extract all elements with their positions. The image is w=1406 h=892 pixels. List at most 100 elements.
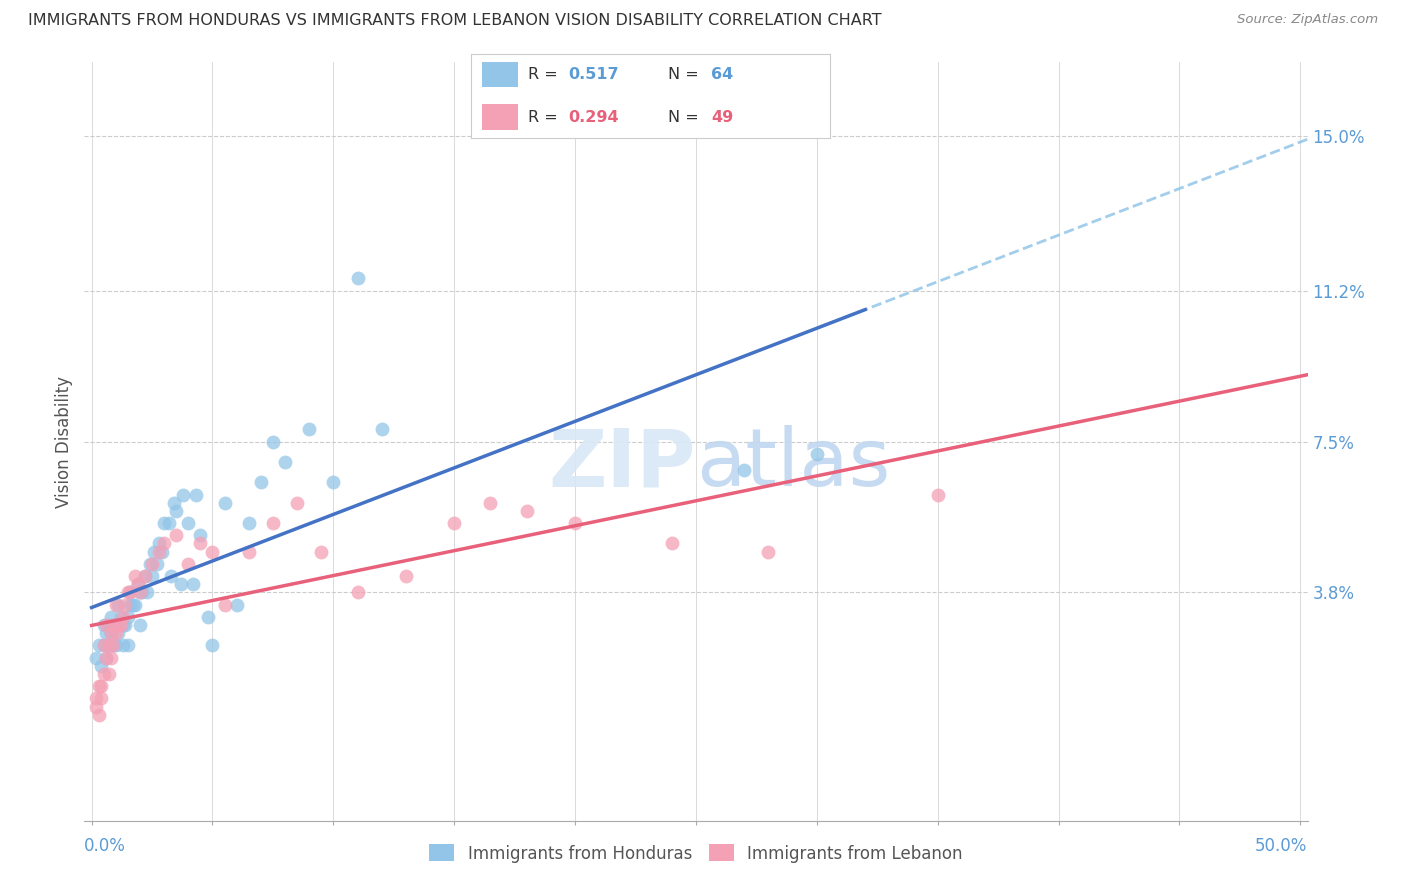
Point (806, 447, 828, 461)
Point (309, 544, 332, 558)
Point (262, 434, 284, 449)
Point (86, 650, 108, 665)
Point (197, 610, 219, 624)
Point (201, 638, 224, 652)
Point (117, 585, 139, 599)
Text: IMMIGRANTS FROM HONDURAS VS IMMIGRANTS FROM LEBANON VISION DISABILITY CORRELATIO: IMMIGRANTS FROM HONDURAS VS IMMIGRANTS F… (28, 13, 882, 29)
Point (148, 536, 170, 550)
Point (370, 422, 392, 436)
Point (120, 585, 142, 599)
Point (927, 487, 949, 501)
Point (274, 455, 297, 469)
Point (136, 585, 159, 599)
Point (153, 516, 176, 530)
Text: ZIP: ZIP (548, 425, 696, 503)
Point (93, 666, 115, 681)
Point (214, 496, 236, 510)
Point (94, 650, 117, 665)
Point (121, 598, 143, 612)
Point (100, 626, 122, 640)
Point (107, 618, 129, 632)
Point (141, 569, 163, 583)
Point (479, 496, 502, 510)
Point (112, 618, 135, 632)
Point (87, 679, 110, 693)
Point (104, 626, 127, 640)
Point (661, 536, 683, 550)
Point (100, 626, 122, 640)
Point (110, 610, 132, 624)
Point (97, 666, 120, 681)
Point (181, 577, 204, 591)
Point (94, 618, 117, 632)
Point (225, 598, 247, 612)
Point (103, 618, 125, 632)
Point (93, 638, 115, 652)
Point (117, 610, 139, 624)
Text: 50.0%: 50.0% (1256, 837, 1308, 855)
Point (124, 569, 146, 583)
Point (120, 585, 142, 599)
Y-axis label: Vision Disability: Vision Disability (55, 376, 73, 508)
Point (143, 544, 166, 558)
Point (97, 638, 120, 652)
Text: atlas: atlas (696, 425, 890, 503)
Point (165, 504, 187, 518)
Point (100, 650, 122, 665)
Point (160, 569, 183, 583)
Point (395, 569, 418, 583)
Point (138, 557, 160, 571)
Point (107, 626, 129, 640)
Point (129, 585, 152, 599)
Point (107, 598, 129, 612)
Point (112, 610, 135, 624)
Point (86, 699, 108, 714)
Text: N =: N = (668, 67, 704, 82)
Point (104, 598, 127, 612)
Point (124, 598, 146, 612)
Text: R =: R = (529, 67, 564, 82)
Point (129, 618, 152, 632)
Point (104, 618, 127, 632)
Point (322, 475, 344, 490)
Point (134, 569, 156, 583)
Point (97, 638, 120, 652)
Text: 64: 64 (711, 67, 734, 82)
Legend: Immigrants from Honduras, Immigrants from Lebanon: Immigrants from Honduras, Immigrants fro… (423, 838, 969, 869)
Point (184, 487, 207, 501)
Point (214, 598, 236, 612)
Point (346, 585, 368, 599)
Point (94, 626, 117, 640)
FancyBboxPatch shape (482, 62, 517, 87)
Point (93, 638, 115, 652)
Point (87, 707, 110, 722)
Point (157, 516, 180, 530)
Text: 49: 49 (711, 110, 734, 125)
Point (94, 650, 117, 665)
Point (758, 544, 780, 558)
Point (564, 516, 586, 530)
Text: R =: R = (529, 110, 564, 125)
Point (100, 610, 122, 624)
Point (443, 516, 465, 530)
Text: 0.294: 0.294 (568, 110, 619, 125)
Point (250, 475, 273, 490)
Point (177, 557, 200, 571)
Point (346, 271, 368, 285)
Text: 0.517: 0.517 (568, 67, 619, 82)
Point (172, 487, 194, 501)
Point (262, 516, 284, 530)
Point (733, 463, 755, 477)
Point (90, 679, 112, 693)
Point (150, 544, 173, 558)
Point (103, 638, 125, 652)
Point (112, 638, 135, 652)
Point (177, 516, 200, 530)
Point (117, 638, 139, 652)
Point (285, 496, 308, 510)
Point (165, 528, 187, 542)
Point (120, 598, 142, 612)
FancyBboxPatch shape (482, 104, 517, 130)
Point (146, 557, 169, 571)
Point (103, 618, 125, 632)
